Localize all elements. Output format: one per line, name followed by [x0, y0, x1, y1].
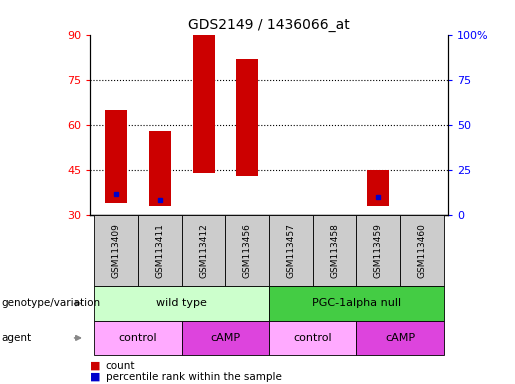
Text: control: control: [294, 333, 332, 343]
Text: cAMP: cAMP: [210, 333, 241, 343]
Text: GSM113411: GSM113411: [156, 223, 164, 278]
Text: GSM113456: GSM113456: [243, 223, 252, 278]
Text: count: count: [106, 361, 135, 371]
Text: GSM113460: GSM113460: [417, 223, 426, 278]
Bar: [367, 170, 389, 206]
Text: GSM113458: GSM113458: [330, 223, 339, 278]
Bar: [106, 110, 127, 203]
Bar: [149, 131, 171, 206]
Text: cAMP: cAMP: [385, 333, 415, 343]
Text: GSM113409: GSM113409: [112, 223, 121, 278]
Bar: [193, 35, 215, 173]
Text: agent: agent: [1, 333, 31, 343]
Title: GDS2149 / 1436066_at: GDS2149 / 1436066_at: [188, 18, 350, 32]
Text: GSM113412: GSM113412: [199, 223, 208, 278]
Text: ■: ■: [90, 361, 100, 371]
Text: GSM113459: GSM113459: [374, 223, 383, 278]
Text: ■: ■: [90, 372, 100, 382]
Bar: [236, 59, 258, 176]
Text: GSM113457: GSM113457: [286, 223, 296, 278]
Text: wild type: wild type: [157, 298, 207, 308]
Text: PGC-1alpha null: PGC-1alpha null: [312, 298, 401, 308]
Text: genotype/variation: genotype/variation: [1, 298, 100, 308]
Text: percentile rank within the sample: percentile rank within the sample: [106, 372, 282, 382]
Text: control: control: [119, 333, 158, 343]
